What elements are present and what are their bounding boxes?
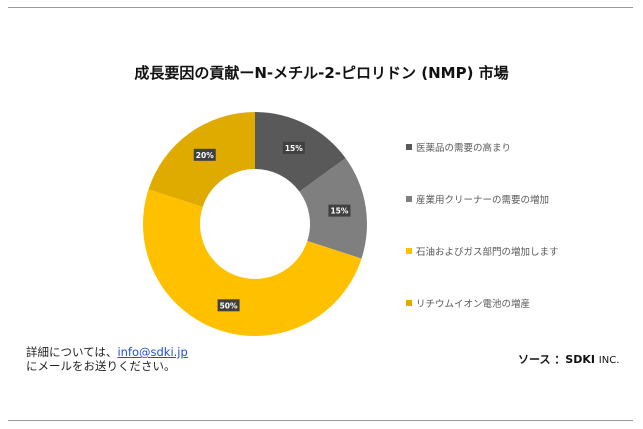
data-label-text: 50%: [220, 301, 238, 310]
chart-title: 成長要因の貢献ーN-メチル-2-ピロリドン (NMP) 市場: [134, 64, 509, 82]
data-label-bg: [217, 299, 240, 312]
source-label: ソース ：SDKI INC.: [518, 351, 619, 367]
legend-label: リチウムイオン電池の増産: [416, 299, 531, 310]
legend-label: 産業用クリーナーの需要の増加: [416, 195, 550, 206]
top-divider: [8, 7, 633, 8]
legend-label: 石油およびガス部門の増加します: [416, 247, 559, 258]
source-inc: INC.: [598, 355, 620, 366]
contact-info: 詳細については、info@sdki.jp にメールをお送りください。: [26, 345, 188, 373]
donut-slice-2: [143, 189, 362, 336]
data-label-text: 20%: [196, 151, 214, 160]
bottom-divider: [8, 420, 633, 421]
legend-item: リチウムイオン電池の増産: [406, 296, 530, 310]
source-text: ソース ：SDKI: [518, 353, 595, 366]
data-label-2: 50%: [217, 299, 240, 312]
email-link[interactable]: info@sdki.jp: [117, 345, 188, 359]
data-label-3: 20%: [193, 148, 216, 161]
legend-label: 医薬品の需要の高まり: [416, 143, 512, 154]
contact-suffix: にメールをお送りください。: [26, 359, 176, 373]
legend-swatch: [406, 144, 412, 150]
data-label-bg: [193, 148, 216, 161]
legend-swatch: [406, 248, 412, 254]
legend-swatch: [406, 196, 412, 202]
data-label-bg: [328, 204, 351, 217]
contact-prefix: 詳細については、: [26, 345, 118, 359]
data-label-text: 15%: [285, 144, 303, 153]
data-label-0: 15%: [282, 141, 305, 154]
legend-item: 医薬品の需要の高まり: [406, 140, 511, 154]
legend-item: 産業用クリーナーの需要の増加: [406, 192, 549, 206]
data-label-1: 15%: [328, 204, 351, 217]
data-label-text: 15%: [330, 207, 348, 216]
data-label-bg: [282, 141, 305, 154]
legend-item: 石油およびガス部門の増加します: [406, 244, 559, 258]
legend-swatch: [406, 300, 412, 306]
